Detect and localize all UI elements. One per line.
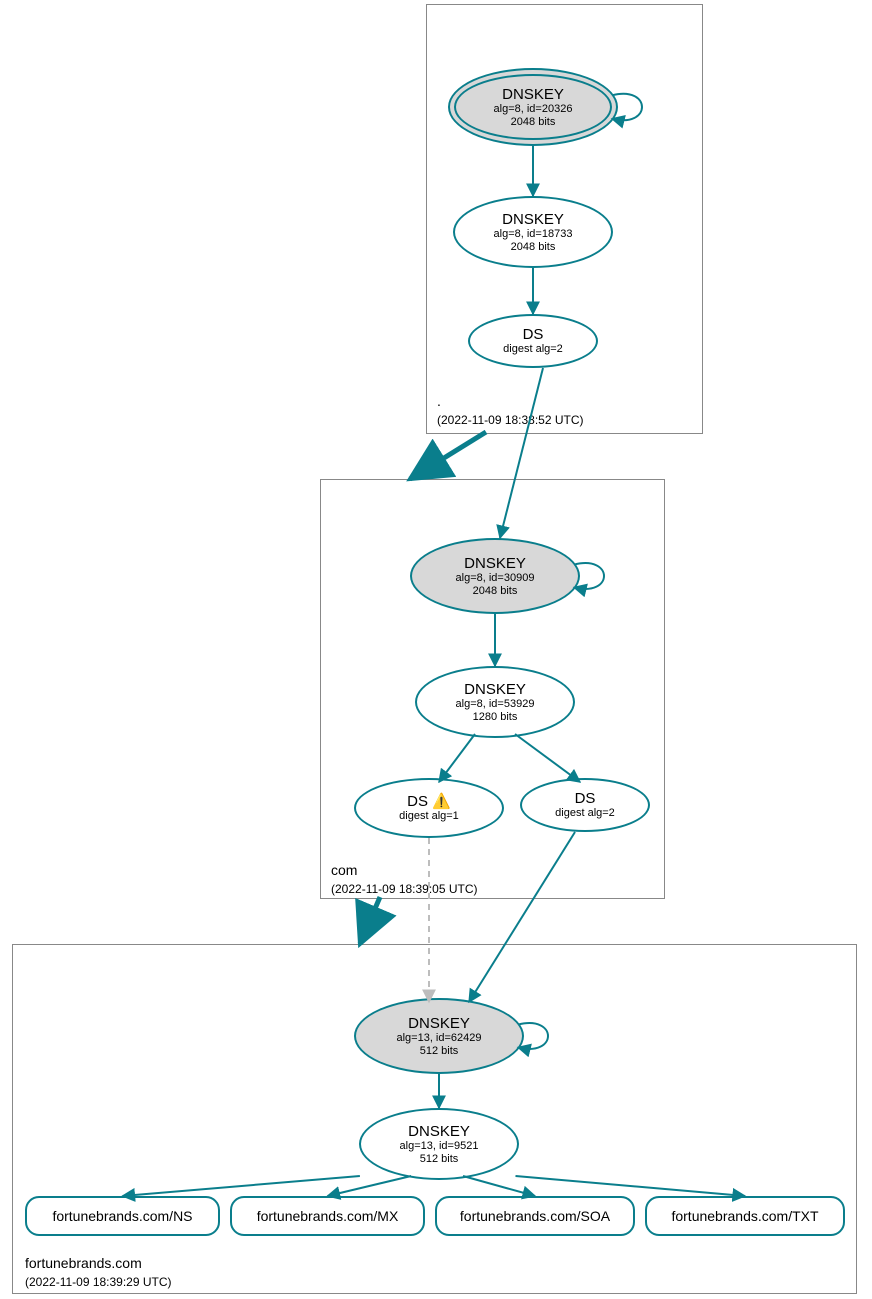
node-line2: 512 bits <box>420 1153 459 1166</box>
node-line2: 512 bits <box>420 1045 459 1058</box>
node-line2: 2048 bits <box>511 241 556 254</box>
domain-ksk-node: DNSKEY alg=13, id=62429 512 bits <box>354 998 524 1074</box>
root-ksk-node: DNSKEY alg=8, id=20326 2048 bits <box>448 68 618 146</box>
node-title: DNSKEY <box>464 681 526 698</box>
node-title: DNSKEY <box>408 1015 470 1032</box>
node-line2: 2048 bits <box>511 116 556 129</box>
node-title: DNSKEY <box>408 1123 470 1140</box>
node-line1: alg=8, id=30909 <box>456 572 535 585</box>
node-title: DS ⚠️ <box>407 793 451 810</box>
root-ds-node: DS digest alg=2 <box>468 314 598 368</box>
node-line1: alg=8, id=20326 <box>494 103 573 116</box>
rr-label: fortunebrands.com/NS <box>52 1208 192 1224</box>
zone-root-name: . <box>437 393 441 409</box>
zone-domain-label: fortunebrands.com (2022-11-09 18:39:29 U… <box>25 1254 172 1291</box>
node-title: DNSKEY <box>502 86 564 103</box>
rr-label: fortunebrands.com/MX <box>257 1208 399 1224</box>
zone-root-label: . (2022-11-09 18:38:52 UTC) <box>437 392 584 429</box>
node-title: DS <box>575 790 596 807</box>
node-title: DS <box>523 326 544 343</box>
com-ksk-node: DNSKEY alg=8, id=30909 2048 bits <box>410 538 580 614</box>
zone-root-ts: (2022-11-09 18:38:52 UTC) <box>437 413 584 427</box>
node-title: DNSKEY <box>464 555 526 572</box>
rr-mx-node: fortunebrands.com/MX <box>230 1196 425 1236</box>
rr-txt-node: fortunebrands.com/TXT <box>645 1196 845 1236</box>
node-line1: alg=13, id=9521 <box>400 1140 479 1153</box>
node-line1: digest alg=2 <box>555 807 615 820</box>
zone-com-label: com (2022-11-09 18:39:05 UTC) <box>331 861 478 898</box>
rr-ns-node: fortunebrands.com/NS <box>25 1196 220 1236</box>
node-line1: alg=13, id=62429 <box>396 1032 481 1045</box>
zone-com-name: com <box>331 862 357 878</box>
com-zsk-node: DNSKEY alg=8, id=53929 1280 bits <box>415 666 575 738</box>
node-line1: alg=8, id=18733 <box>494 228 573 241</box>
node-line2: 1280 bits <box>473 711 518 724</box>
zone-domain-name: fortunebrands.com <box>25 1255 142 1271</box>
node-line2: 2048 bits <box>473 585 518 598</box>
node-line1: digest alg=1 <box>399 810 459 823</box>
node-line1: alg=8, id=53929 <box>456 698 535 711</box>
com-ds2-node: DS digest alg=2 <box>520 778 650 832</box>
node-title: DNSKEY <box>502 211 564 228</box>
rr-label: fortunebrands.com/SOA <box>460 1208 610 1224</box>
domain-zsk-node: DNSKEY alg=13, id=9521 512 bits <box>359 1108 519 1180</box>
root-zsk-node: DNSKEY alg=8, id=18733 2048 bits <box>453 196 613 268</box>
rr-soa-node: fortunebrands.com/SOA <box>435 1196 635 1236</box>
zone-com-ts: (2022-11-09 18:39:05 UTC) <box>331 882 478 896</box>
rr-label: fortunebrands.com/TXT <box>671 1208 818 1224</box>
zone-domain-ts: (2022-11-09 18:39:29 UTC) <box>25 1275 172 1289</box>
com-ds1-node: DS ⚠️ digest alg=1 <box>354 778 504 838</box>
node-line1: digest alg=2 <box>503 343 563 356</box>
